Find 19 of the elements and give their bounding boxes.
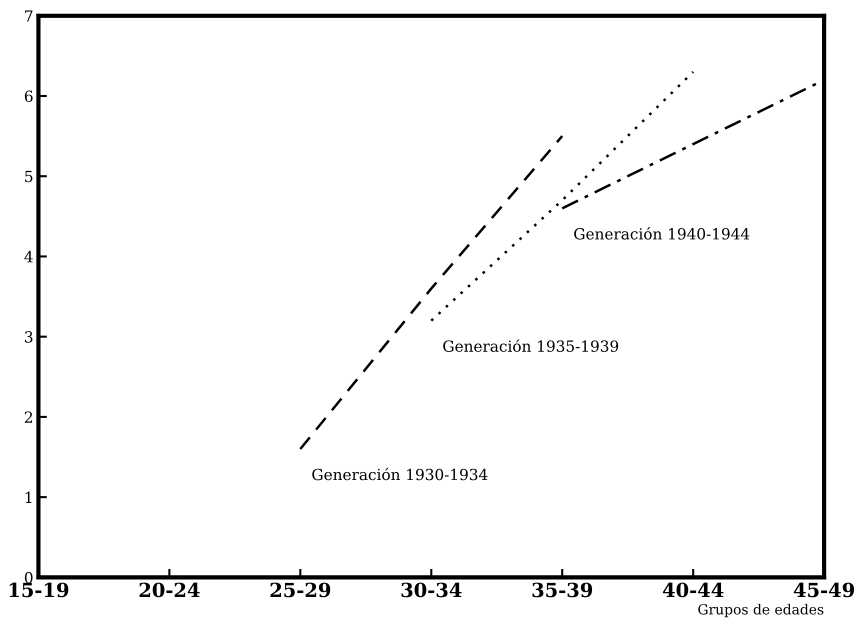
series-label: Generación 1940-1944 [574,227,750,240]
y-tick-label: 6 [24,90,33,102]
y-tick-label: 0 [24,572,33,584]
series-label: Generación 1930-1934 [312,468,488,480]
x-tick-label: 20-24 [140,582,200,598]
x-tick-label: 30-34 [402,582,462,598]
y-tick-label: 1 [26,492,32,503]
y-tick-label: 4 [24,250,33,262]
x-tick-label: 45-49 [794,582,854,598]
y-tick-label: 5 [25,170,32,182]
x-tick-label: 25-29 [270,582,330,598]
y-tick-label: 3 [25,331,32,343]
x-axis-title: Grupos de edades [698,604,824,618]
y-tick-label: 2 [24,411,32,423]
x-tick-label: 35-39 [532,582,592,598]
x-tick-label: 40-44 [662,582,724,598]
series-label: Generación 1935-1939 [443,339,618,352]
y-tick-label: 7 [25,10,32,22]
x-tick-label: 15-19 [10,582,68,598]
